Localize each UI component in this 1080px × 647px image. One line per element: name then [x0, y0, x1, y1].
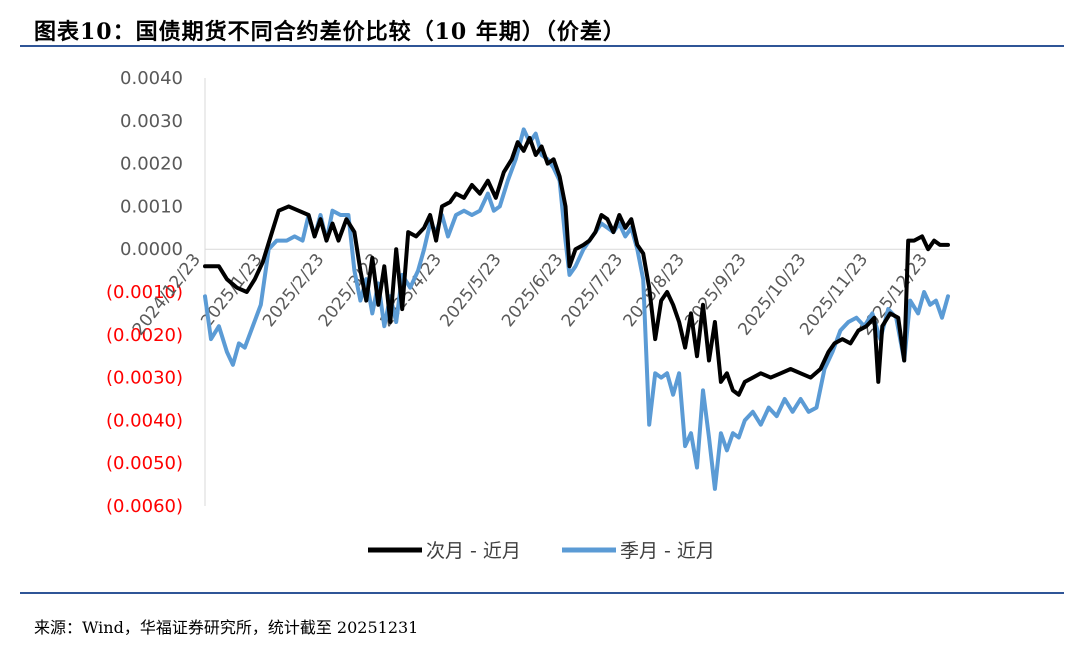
y-axis: 0.0040 0.0030 0.0020 0.0010 0.0000 (0.0010) (0… [106, 68, 206, 517]
y-tick-label: 0.0000 [120, 239, 183, 260]
series-line-next-month [203, 135, 950, 397]
source-note: 来源：Wind，华福证券研究所，统计截至 20251231 [34, 618, 419, 637]
y-tick-label: 0.0020 [120, 154, 183, 175]
y-tick-label: (0.0060) [106, 496, 183, 517]
chart: 0.0040 0.0030 0.0020 0.0010 0.0000 (0.0010) (0… [106, 68, 950, 562]
series-layer [203, 127, 950, 491]
y-tick-label: (0.0050) [106, 453, 183, 474]
title-rule [20, 45, 1064, 47]
legend: 次月 - 近月 季月 - 近月 [368, 540, 715, 562]
legend-label-next-month: 次月 - 近月 [426, 540, 521, 562]
legend-label-season-month: 季月 - 近月 [620, 540, 715, 562]
series-line-season-month [203, 127, 950, 491]
figure-title: 图表10：国债期货不同合约差价比较（10 年期）（价差） [34, 19, 626, 45]
y-tick-label: 0.0030 [120, 111, 183, 132]
x-tick-label: 2025/5/23 [436, 250, 505, 331]
y-tick-label: (0.0040) [106, 410, 183, 431]
footer-rule [20, 592, 1064, 594]
y-tick-label: 0.0010 [120, 196, 183, 217]
y-tick-label: (0.0010) [106, 282, 183, 303]
y-tick-label: (0.0020) [106, 325, 183, 346]
y-tick-label: 0.0040 [120, 68, 183, 89]
y-tick-label: (0.0030) [106, 368, 183, 389]
